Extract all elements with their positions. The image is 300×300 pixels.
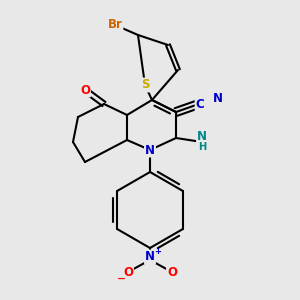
Text: N: N: [145, 250, 155, 263]
Text: N: N: [213, 92, 223, 106]
Text: O: O: [123, 266, 133, 278]
Text: O: O: [80, 83, 90, 97]
Text: N: N: [145, 143, 155, 157]
Text: Br: Br: [108, 19, 122, 32]
Text: S: S: [141, 79, 149, 92]
Text: +: +: [154, 247, 161, 256]
Text: H: H: [198, 142, 206, 152]
Text: N: N: [197, 130, 207, 143]
Text: O: O: [167, 266, 177, 278]
Text: C: C: [196, 98, 204, 112]
Text: −: −: [117, 274, 125, 284]
